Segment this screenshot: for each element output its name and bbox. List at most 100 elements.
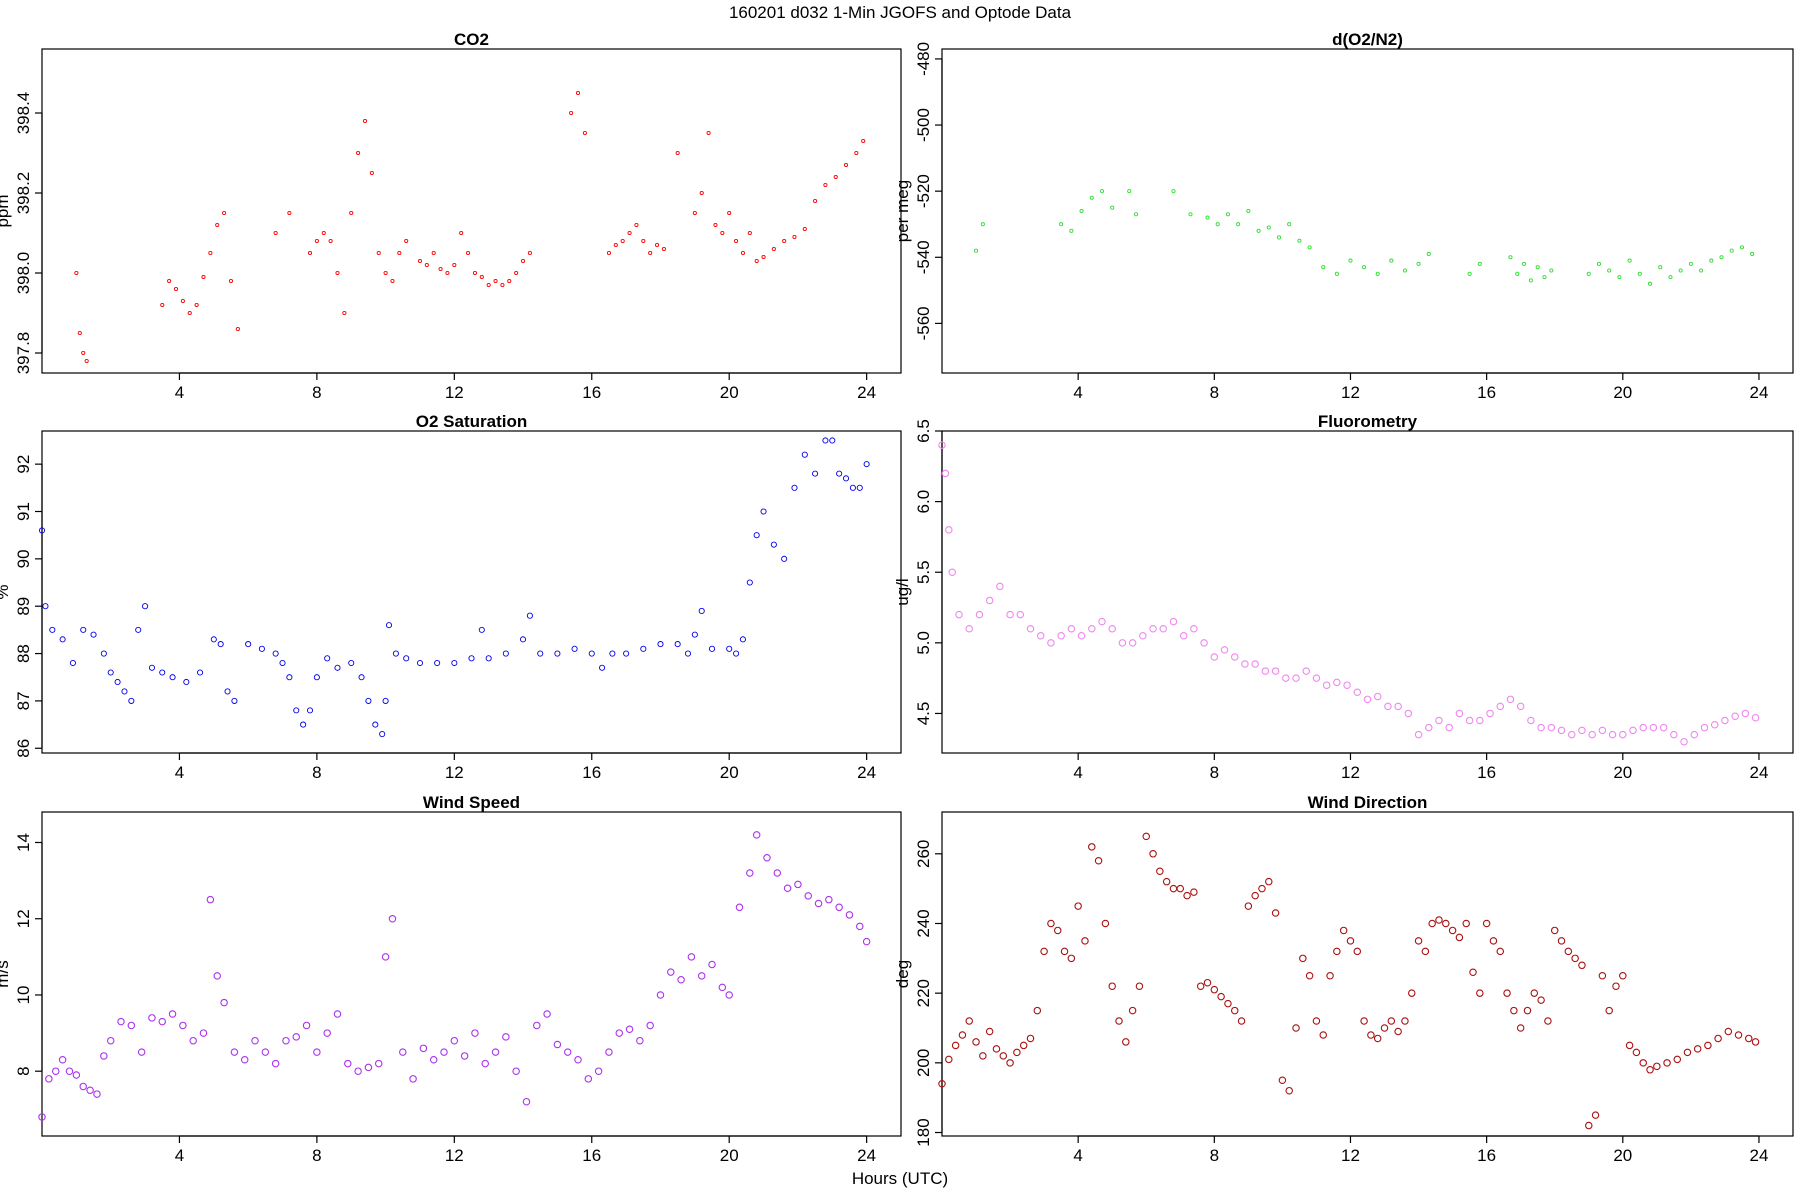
o2sat-point: [135, 626, 142, 633]
wspd-point: [354, 1067, 362, 1075]
o2sat-point: [571, 645, 578, 652]
co2-point: [792, 234, 797, 240]
o2sat-point: [392, 650, 399, 657]
co2-point: [734, 238, 739, 244]
co2-point: [222, 210, 227, 216]
wdir-point: [1683, 1048, 1692, 1057]
fluor-y-tick-label: 6.5: [914, 419, 933, 443]
co2-point: [514, 270, 519, 276]
wdir-point: [1053, 926, 1062, 935]
fluor-title: Fluorometry: [1318, 412, 1418, 431]
co2-point: [486, 282, 491, 288]
wdir-point: [1251, 891, 1259, 900]
do2n2-point: [1215, 222, 1220, 227]
wspd-point: [563, 1048, 572, 1056]
do2n2-point: [1287, 222, 1292, 227]
fluor-point: [1292, 674, 1300, 682]
o2sat-point: [640, 645, 647, 652]
do2n2-x-tick-label: 20: [1613, 383, 1632, 402]
do2n2-point: [1739, 245, 1744, 250]
wdir-point: [1612, 982, 1620, 990]
o2sat-plot-frame: [41, 430, 902, 754]
co2-point: [180, 298, 185, 304]
do2n2-point: [1699, 268, 1704, 273]
wdir-point: [945, 1055, 953, 1064]
wspd-x-tick-label: 20: [720, 1146, 739, 1165]
fluor-point: [1588, 730, 1596, 739]
wspd-point: [450, 1036, 459, 1045]
do2n2-point: [1416, 261, 1421, 266]
wspd-point: [646, 1021, 654, 1030]
wspd-point: [656, 991, 665, 999]
wdir-point: [1060, 947, 1069, 956]
wspd-x-tick-label: 4: [175, 1146, 184, 1165]
o2sat-point: [245, 641, 252, 648]
co2-point: [342, 310, 347, 316]
wdir-plot-frame: [941, 811, 1794, 1137]
do2n2-point: [1246, 208, 1251, 214]
fluor-point: [1690, 730, 1699, 739]
o2sat-point: [674, 641, 681, 648]
do2n2-x-tick-label: 4: [1073, 383, 1082, 402]
wspd-point: [65, 1067, 74, 1075]
wspd-point: [381, 953, 390, 961]
wdir-point: [1598, 971, 1607, 980]
wdir-point: [1476, 989, 1484, 997]
o2sat-point: [286, 674, 293, 681]
co2-point: [843, 162, 849, 168]
do2n2-point: [1627, 258, 1632, 263]
co2-point: [627, 230, 632, 236]
co2-point: [438, 266, 443, 272]
fluor-point: [1435, 716, 1443, 725]
co2-y-tick-label: 398.4: [14, 92, 33, 135]
wdir-point: [1428, 919, 1436, 928]
wdir-point: [1265, 877, 1273, 886]
wdir-point: [1455, 933, 1464, 942]
wdir-point: [985, 1027, 994, 1036]
wdir-point: [965, 1017, 973, 1025]
fluor-point: [941, 469, 950, 478]
wdir-point: [1591, 1111, 1600, 1119]
do2n2-point: [1522, 261, 1527, 266]
wspd-point: [323, 1029, 331, 1037]
wdir-point: [1751, 1038, 1760, 1046]
wspd-point: [856, 922, 864, 931]
do2n2-point: [1266, 225, 1271, 230]
co2-x-tick-label: 8: [312, 383, 321, 402]
wdir-point: [1142, 832, 1150, 841]
o2sat-point: [107, 669, 114, 676]
fluor-point: [965, 624, 973, 633]
fluor-point: [1455, 709, 1464, 718]
co2-point: [228, 278, 234, 284]
wdir-point: [972, 1038, 980, 1046]
wdir-point: [1040, 947, 1048, 956]
wspd-point: [86, 1086, 94, 1095]
o2sat-point: [90, 631, 97, 638]
do2n2-point: [973, 248, 979, 253]
o2sat-point: [42, 603, 49, 610]
o2sat-point: [358, 674, 365, 681]
o2sat-point: [726, 645, 733, 652]
wspd-point: [213, 972, 221, 980]
wspd-point: [261, 1048, 270, 1056]
do2n2-point: [1528, 278, 1533, 283]
fluor-point: [1425, 723, 1433, 732]
o2sat-point: [385, 622, 393, 629]
do2n2-point: [1276, 235, 1282, 240]
wdir-point: [1305, 971, 1314, 980]
fluor-point: [1026, 624, 1035, 633]
wdir-panel: Wind Direction deg 4 8 12 16 20 24 180 200 220 24…: [893, 793, 1794, 1165]
wspd-point: [333, 1010, 342, 1018]
wspd-panel: Wind Speed m/s 4 8 12 16 20 24 8 10 12 14: [0, 793, 902, 1165]
o2sat-point: [121, 688, 128, 695]
wdir-point: [1724, 1027, 1733, 1036]
fluor-x-tick-label: 8: [1210, 763, 1219, 782]
co2-point: [369, 170, 374, 176]
o2sat-point: [770, 541, 777, 548]
o2sat-point: [416, 659, 424, 667]
co2-point: [575, 90, 581, 96]
o2sat-point: [801, 451, 808, 458]
wspd-point: [502, 1033, 510, 1041]
fluor-point: [1680, 737, 1688, 746]
o2sat-point: [812, 470, 819, 477]
